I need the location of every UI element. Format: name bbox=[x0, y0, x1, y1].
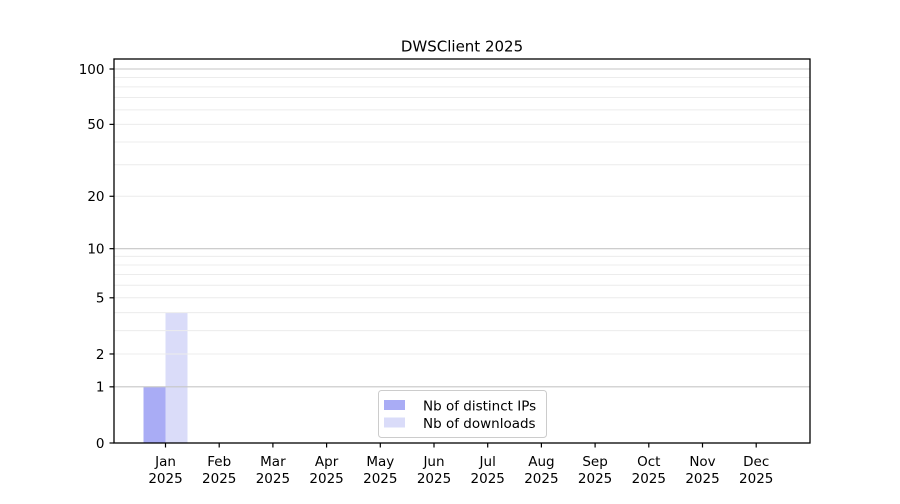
y-tick-label: 2 bbox=[96, 347, 105, 363]
plot-area: 0125102050100Jan2025Feb2025Mar2025Apr202… bbox=[79, 58, 811, 487]
y-tick-label: 10 bbox=[87, 241, 104, 257]
x-tick-year: 2025 bbox=[363, 471, 397, 487]
y-tick-label: 0 bbox=[96, 436, 105, 452]
x-tick-month: Jul bbox=[479, 454, 496, 470]
x-tick-month: Jan bbox=[154, 454, 176, 470]
x-tick-year: 2025 bbox=[148, 471, 182, 487]
plot-border bbox=[113, 58, 811, 444]
legend-swatch-downloads bbox=[384, 417, 405, 428]
x-tick-month: Oct bbox=[637, 454, 660, 470]
legend-box bbox=[378, 390, 547, 438]
y-tick-label: 100 bbox=[79, 62, 105, 78]
y-tick-label: 1 bbox=[96, 380, 105, 396]
x-tick-year: 2025 bbox=[256, 471, 290, 487]
x-tick-year: 2025 bbox=[524, 471, 558, 487]
x-tick-year: 2025 bbox=[685, 471, 719, 487]
y-tick-label: 50 bbox=[87, 117, 104, 133]
legend-swatch-distinct-ips bbox=[384, 400, 405, 410]
x-tick-month: Sep bbox=[582, 454, 607, 470]
x-tick-month: Jun bbox=[422, 454, 444, 470]
legend: Nb of distinct IPs Nb of downloads bbox=[378, 390, 547, 438]
x-tick-year: 2025 bbox=[309, 471, 343, 487]
x-tick-year: 2025 bbox=[471, 471, 505, 487]
bar-jan-series1 bbox=[165, 312, 188, 443]
x-tick-month: May bbox=[366, 454, 394, 470]
x-tick-month: Aug bbox=[528, 454, 554, 470]
x-tick-year: 2025 bbox=[202, 471, 236, 487]
y-tick-label: 20 bbox=[87, 189, 104, 205]
x-tick-year: 2025 bbox=[739, 471, 773, 487]
x-tick-year: 2025 bbox=[632, 471, 666, 487]
x-tick-month: Nov bbox=[689, 454, 715, 470]
chart-title: DWSClient 2025 bbox=[401, 38, 523, 56]
x-tick-month: Mar bbox=[260, 454, 286, 470]
x-tick-month: Apr bbox=[315, 454, 339, 470]
y-tick-label: 5 bbox=[96, 291, 105, 307]
x-tick-year: 2025 bbox=[417, 471, 451, 487]
legend-label-distinct-ips: Nb of distinct IPs bbox=[423, 399, 536, 415]
bar-jan-series0 bbox=[143, 386, 166, 443]
x-tick-month: Feb bbox=[207, 454, 231, 470]
x-tick-year: 2025 bbox=[578, 471, 612, 487]
legend-label-downloads: Nb of downloads bbox=[423, 416, 536, 432]
x-tick-month: Dec bbox=[743, 454, 769, 470]
